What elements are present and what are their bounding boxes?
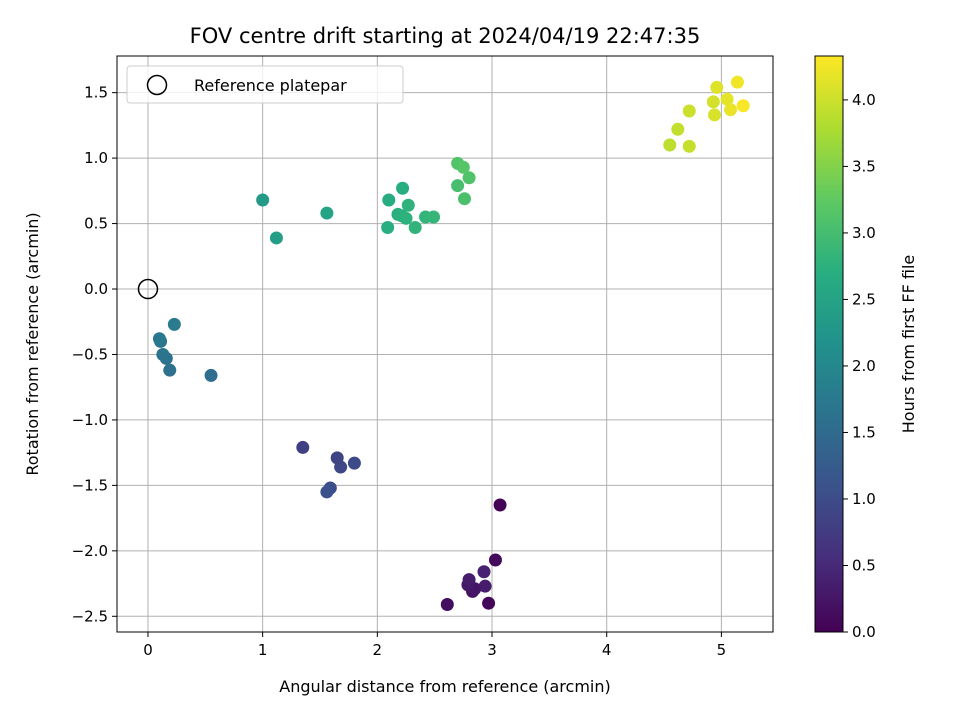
data-point — [682, 139, 696, 153]
y-tick-label: 1.0 — [84, 149, 108, 167]
data-point — [156, 347, 170, 361]
data-point — [456, 160, 470, 174]
reference-marker — [137, 278, 159, 300]
data-point — [152, 332, 166, 346]
colorbar-tick-label: 2.0 — [852, 357, 876, 375]
data-point — [482, 596, 496, 610]
x-tick-label: 0 — [143, 641, 153, 659]
x-tick-label: 2 — [373, 641, 383, 659]
colorbar-tick-label: 3.0 — [852, 224, 876, 242]
data-point — [401, 198, 415, 212]
data-point — [382, 193, 396, 207]
data-point — [462, 573, 476, 587]
y-axis-label: Rotation from reference (arcmin) — [23, 212, 42, 475]
data-point — [457, 192, 471, 206]
data-point — [347, 456, 361, 470]
data-point — [708, 108, 722, 122]
data-point — [256, 193, 270, 207]
plot-frame — [116, 55, 774, 633]
data-point — [671, 122, 685, 136]
data-point — [334, 460, 348, 474]
legend-marker — [146, 74, 168, 96]
colorbar-tick-label: 1.5 — [852, 423, 876, 441]
colorbar-tick-label: 0.5 — [852, 556, 876, 574]
data-point — [720, 92, 734, 106]
colorbar-ticks: 0.0 0.5 1.0 1.5 2.0 2.5 3.0 3.5 4.0 — [843, 91, 876, 641]
data-point — [204, 368, 218, 382]
data-point — [167, 317, 181, 331]
data-point — [724, 103, 738, 117]
y-tick-label: −1.5 — [72, 476, 108, 494]
data-point — [488, 553, 502, 567]
data-point — [320, 485, 334, 499]
colorbar-tick-label: 3.5 — [852, 157, 876, 175]
data-point — [396, 181, 410, 195]
data-point — [408, 220, 422, 234]
x-axis-label: Angular distance from reference (arcmin) — [279, 677, 610, 696]
data-point — [477, 565, 491, 579]
y-tick-label: −2.5 — [72, 607, 108, 625]
data-point — [427, 210, 441, 224]
y-tick-label: 1.5 — [84, 84, 108, 102]
x-tick-label: 5 — [717, 641, 727, 659]
data-point — [710, 80, 724, 94]
data-point — [440, 598, 454, 612]
data-points — [152, 75, 750, 612]
data-point — [381, 220, 395, 234]
data-point — [296, 440, 310, 454]
colorbar-tick-label: 2.5 — [852, 290, 876, 308]
y-tick-label: 0.5 — [84, 215, 108, 233]
x-tick-label: 1 — [258, 641, 268, 659]
data-point — [462, 171, 476, 185]
y-tick-label: −0.5 — [72, 345, 108, 363]
legend: Reference platepar — [126, 65, 404, 104]
y-tick-label: 0.0 — [84, 280, 108, 298]
legend-box — [126, 65, 404, 104]
colorbar-tick-label: 4.0 — [852, 91, 876, 109]
x-tick-label: 4 — [602, 641, 612, 659]
data-point — [736, 99, 750, 113]
data-point — [706, 95, 720, 109]
colorbar — [814, 55, 844, 633]
data-point — [478, 579, 492, 593]
data-point — [399, 211, 413, 225]
y-tick-label: −2.0 — [72, 542, 108, 560]
data-point — [320, 206, 334, 220]
legend-entry-reference: Reference platepar — [194, 76, 347, 95]
y-tick-label: −1.0 — [72, 411, 108, 429]
x-axis-ticks: 0 1 2 3 4 5 — [143, 632, 726, 659]
data-point — [730, 75, 744, 89]
chart-title: FOV centre drift starting at 2024/04/19 … — [190, 24, 701, 48]
data-point — [451, 179, 465, 193]
data-point — [163, 363, 177, 377]
y-axis-ticks: −2.5 −2.0 −1.5 −1.0 −0.5 0.0 0.5 1.0 1.5 — [72, 84, 117, 625]
data-point — [269, 231, 283, 245]
colorbar-tick-label: 0.0 — [852, 623, 876, 641]
data-point — [682, 104, 696, 118]
x-tick-label: 3 — [487, 641, 497, 659]
grid — [117, 56, 773, 632]
data-point — [663, 138, 677, 152]
colorbar-tick-label: 1.0 — [852, 490, 876, 508]
data-point — [493, 498, 507, 512]
colorbar-label: Hours from first FF file — [899, 255, 918, 434]
